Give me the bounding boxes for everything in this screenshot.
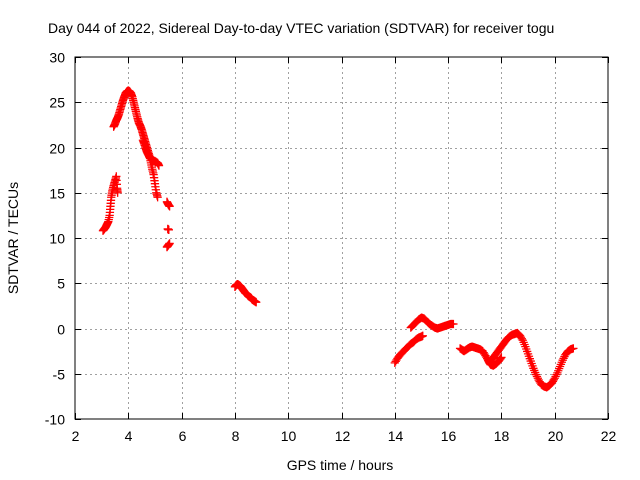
x-tick-label: 20: [548, 428, 564, 444]
data-point: [165, 239, 174, 248]
y-tick-label: 30: [49, 50, 65, 66]
data-point: [496, 354, 505, 363]
data-point: [252, 298, 261, 307]
y-tick-labels: -10 -5 0 5 10 15 20 25 30: [45, 50, 65, 428]
x-tick-label: 10: [281, 428, 297, 444]
x-tick-label: 16: [441, 428, 457, 444]
x-tick-label: 2: [72, 428, 80, 444]
y-tick-label: -5: [53, 367, 66, 383]
data-marks: [98, 86, 578, 392]
data-point: [449, 319, 458, 329]
data-point: [497, 353, 506, 362]
x-tick-label: 4: [125, 428, 133, 444]
y-tick-label: 0: [57, 322, 65, 338]
x-axis-label: GPS time / hours: [287, 457, 394, 473]
x-tick-label: 22: [601, 428, 617, 444]
grid-lines: [75, 57, 608, 419]
data-point: [569, 344, 578, 353]
x-tick-label: 14: [388, 428, 404, 444]
x-tick-label: 6: [179, 428, 187, 444]
y-tick-label: 25: [49, 95, 65, 111]
data-point: [154, 161, 164, 170]
data-point: [418, 331, 427, 340]
data-point: [153, 193, 162, 202]
y-axis-label: SDTVAR / TECUs: [5, 182, 21, 294]
axis-ticks: [75, 57, 609, 420]
y-tick-label: 15: [49, 186, 65, 202]
x-tick-labels: 2 4 6 8 10 12 14 16 18 20 22: [72, 428, 617, 444]
data-point: [113, 188, 122, 197]
data-point: [164, 225, 173, 235]
x-tick-label: 18: [494, 428, 510, 444]
data-point: [165, 202, 174, 211]
y-tick-label: 10: [49, 231, 65, 247]
y-tick-label: 5: [57, 276, 65, 292]
chart-title: Day 044 of 2022, Sidereal Day-to-day VTE…: [48, 20, 554, 36]
x-tick-label: 12: [335, 428, 351, 444]
x-tick-label: 8: [232, 428, 240, 444]
y-tick-label: 20: [49, 141, 65, 157]
y-tick-label: -10: [45, 412, 65, 428]
